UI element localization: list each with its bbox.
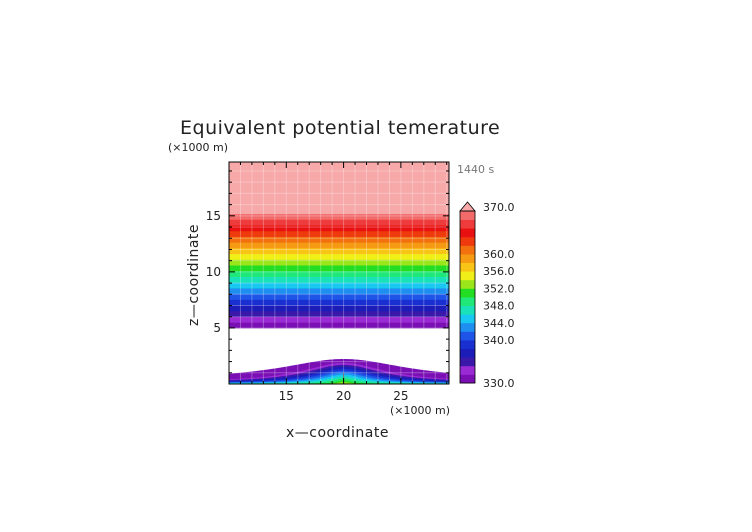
x-axis-label: x—coordinate [286, 425, 389, 441]
mound-contour [229, 382, 449, 384]
upper-layer-band [229, 305, 449, 312]
upper-layer-band [229, 242, 449, 249]
colorbar-swatch [460, 254, 475, 263]
y-tick-label: 10 [206, 265, 221, 279]
colorbar-swatch [460, 236, 475, 246]
upper-layer-band [229, 247, 449, 255]
upper-layer-band [229, 259, 449, 266]
colorbar-swatch [460, 219, 475, 229]
colorbar-tick-label: 352.0 [483, 282, 515, 295]
upper-layer-band [229, 293, 449, 300]
colorbar-swatch [460, 314, 475, 324]
x-tick-label: 15 [279, 389, 294, 403]
upper-layer-band [229, 236, 449, 243]
colorbar-swatch [460, 331, 475, 341]
y-axis-label: z—coordinate [186, 224, 202, 326]
colorbar-tick-label: 344.0 [483, 317, 515, 330]
y-axis-unit: (×1000 m) [168, 141, 228, 154]
upper-layer-band [229, 270, 449, 277]
colorbar-tick-label: 356.0 [483, 265, 515, 278]
colorbar-swatch [460, 340, 475, 349]
colorbar-swatch [460, 279, 475, 289]
colorbar-overflow-triangle [459, 201, 476, 212]
colorbar-tick-label: 370.0 [483, 201, 515, 214]
time-label: 1440 s [457, 163, 494, 176]
x-axis-ticks: 15 20 25 [228, 162, 448, 403]
chart-title: Equivalent potential temerature [180, 117, 500, 139]
colorbar-swatch [460, 305, 475, 315]
colorbar-swatch [460, 211, 475, 220]
colorbar-swatch [460, 374, 475, 384]
upper-layer-band [229, 310, 449, 318]
x-tick-label: 25 [393, 389, 408, 403]
x-axis-unit: (×1000 m) [390, 404, 450, 417]
upper-layer-cap [229, 162, 449, 215]
mound-contour [229, 380, 449, 384]
colorbar: 330.0 340.0 344.0 348.0 352.0 356.0 360.0 370.0 [459, 201, 515, 390]
upper-layer-band [229, 225, 449, 232]
colorbar-tick-label: 348.0 [483, 300, 515, 313]
y-tick-label: 15 [206, 209, 221, 223]
upper-layer-band [229, 265, 449, 272]
x-tick-label: 20 [336, 389, 351, 403]
upper-layer-band [229, 299, 449, 306]
upper-layer-band [229, 316, 449, 323]
upper-layer-band [229, 282, 449, 289]
upper-layer-band [229, 219, 449, 226]
colorbar-swatch [460, 322, 475, 332]
colorbar-swatch [460, 228, 475, 238]
colorbar-swatch [460, 357, 475, 367]
colorbar-swatch [460, 365, 475, 375]
upper-layer-band [229, 276, 449, 283]
colorbar-swatch [460, 271, 475, 281]
plot-frame [228, 161, 450, 385]
colorbar-swatch [460, 288, 475, 298]
upper-layer-band [229, 287, 449, 295]
colorbar-frame [459, 210, 476, 384]
upper-layer-band [229, 230, 449, 237]
colorbar-swatch [460, 297, 475, 306]
colorbar-tick-label: 340.0 [483, 334, 515, 347]
upper-layer-band [229, 322, 449, 329]
colorbar-tick-label: 360.0 [483, 248, 515, 261]
upper-layer-band [229, 213, 449, 220]
y-tick-label: 5 [213, 321, 221, 335]
colorbar-swatch [460, 348, 475, 358]
contour-field [229, 162, 449, 384]
colorbar-tick-label: 330.0 [483, 377, 515, 390]
grid-lines [229, 162, 449, 384]
colorbar-swatch [460, 245, 475, 255]
upper-layer-band [229, 253, 449, 260]
y-axis-ticks: 5 10 15 [206, 170, 449, 385]
colorbar-swatch [460, 262, 475, 272]
